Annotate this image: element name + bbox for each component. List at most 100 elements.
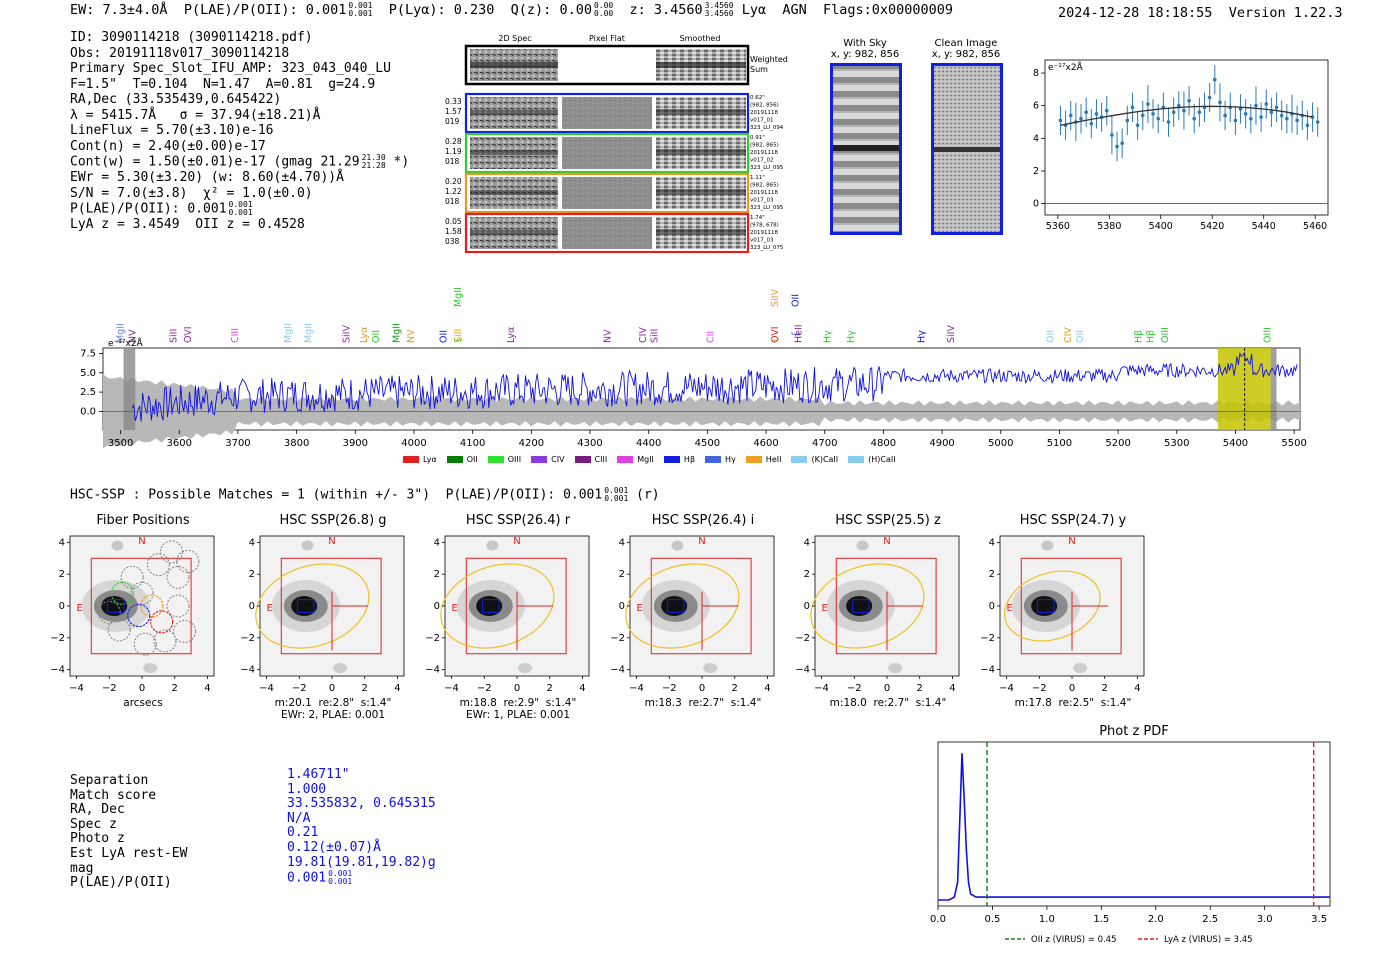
spectral-line-name: SiIV <box>342 325 353 343</box>
legend-swatch <box>531 456 548 463</box>
photz-pdf-curve <box>938 753 1330 901</box>
zoom-data-point <box>1089 121 1094 126</box>
spectrum-x-tick-label: 3600 <box>167 438 192 449</box>
match-value-score: 1.000 <box>287 781 327 797</box>
spectral-line-name: SiII <box>650 329 661 343</box>
hsc-y-tick-label: −2 <box>240 633 255 644</box>
header-timestamp: 2024-12-28 18:18:55 Version 1.22.3 <box>1058 5 1343 21</box>
photz-x-tick-label: 0.5 <box>984 914 1000 925</box>
spectrum-x-tick-label: 3800 <box>284 438 309 449</box>
match-plae-hi: 0.001 <box>328 869 353 879</box>
header-plae: P(LAE)/P(OII): 0.001 <box>183 2 347 18</box>
hsc-galaxy-core <box>846 596 873 616</box>
hsc-panel-caption-2: EWr: 1, PLAE: 0.001 <box>465 709 571 721</box>
spectrum-x-tick-label: 4000 <box>401 438 426 449</box>
hsc-panel-title: HSC SSP(26.4) i <box>651 513 755 528</box>
hsc-x-tick-label: 4 <box>1134 683 1140 694</box>
cutout-row-smoothed-line <box>656 149 746 155</box>
zoom-y-tick-label: 6 <box>1033 101 1039 112</box>
hsc-aperture-box <box>835 557 937 655</box>
cutout-row-right-stat: 20191118 <box>750 150 778 156</box>
zoom-data-point <box>1259 115 1263 119</box>
spectral-line-brace: { <box>771 337 781 343</box>
cutout-row-2dspec-line <box>470 230 558 235</box>
match-value-lyaew: 0.12(±0.07)Å <box>287 839 381 855</box>
header-plya: P(Lyα): 0.230 <box>388 2 495 18</box>
hsc-panel-caption: m:20.1 re:2.8" s:1.4" <box>274 697 392 709</box>
zoom-points <box>1058 64 1320 162</box>
hsc-x-tick-label: 0 <box>139 683 145 694</box>
spectrum-x-tick-label: 4500 <box>695 438 720 449</box>
legend-swatch <box>791 456 808 463</box>
match-value-plae-row: 0.001 0.001 0.001 <box>287 870 436 886</box>
hsc-ellipse-aperture <box>440 563 555 649</box>
spectral-line-name: OIII <box>1263 327 1274 343</box>
spectrum-x-tick-label: 4800 <box>871 438 896 449</box>
with-sky-image <box>830 63 902 235</box>
spectrum-x-tick-label: 5500 <box>1281 438 1306 449</box>
zoom-data-point <box>1187 98 1191 103</box>
legend-item: MgII <box>617 455 654 464</box>
match-plae-lo: 0.001 <box>328 877 353 887</box>
match-value-mag: 19.81(19.81,19.82)g <box>287 854 436 870</box>
hsc-panel: N E −4 −2 0 2 4 4 2 0 −2 −4 <box>980 535 1145 694</box>
spectral-line-brace: { <box>791 331 801 337</box>
hsc-y-tick-label: 4 <box>59 537 65 548</box>
cutout-row-2dspec-line <box>470 110 558 115</box>
info-contw-hi: 21.30 <box>361 153 386 162</box>
legend-label: HeII <box>765 455 782 464</box>
zoom-axes: 5360 5380 5400 5420 5440 5460 0 2 4 6 8 <box>1033 68 1328 232</box>
info-lyaz: LyA z = 3.4549 OII z = 0.4528 <box>70 217 305 232</box>
hsc-fiber-box <box>852 599 870 613</box>
cutout-row-left-stat: 018 <box>445 197 460 206</box>
header-summary: EW: 7.3±4.0Å P(LAE)/P(OII): 0.001 0.001 0.… <box>70 2 953 19</box>
legend-label: CIV <box>551 455 565 464</box>
hsc-ellipse-aperture <box>255 563 370 649</box>
zoom-plot-frame <box>1044 59 1329 216</box>
hsc-panel-title: HSC SSP(26.8) g <box>279 513 387 528</box>
legend-swatch <box>446 456 463 463</box>
cutout-row-right-stat: 20191118 <box>750 190 778 196</box>
hsc-aperture-box <box>280 557 382 655</box>
info-sn: S/N = 7.0(±3.8) χ² = 1.0(±0.0) <box>70 185 313 201</box>
spectral-line-name: OVI <box>183 326 194 343</box>
zoom-data-point <box>1115 144 1119 149</box>
info-contw-lo: 21.28 <box>361 161 386 170</box>
spectral-line-name: SiIV <box>770 289 781 307</box>
zoom-data-point <box>1197 110 1202 115</box>
zoom-data-point <box>1238 107 1243 111</box>
hsc-east-label: E <box>1007 603 1013 614</box>
hsc-panel-title: HSC SSP(25.5) z <box>835 513 941 528</box>
hsc-aperture-box <box>465 557 567 655</box>
cutout-row-right-stat: (982, 865) <box>750 143 779 149</box>
hsc-y-tick-label: −2 <box>50 633 65 644</box>
hsc-galaxy-core <box>291 596 318 616</box>
spectral-line-name: CII <box>705 331 716 343</box>
header-z: z: 3.4560 <box>629 2 703 18</box>
spectral-line-name: NV <box>127 329 138 343</box>
hsc-panel: N E −4 −2 0 2 4 4 2 0 −2 −4 <box>240 535 405 694</box>
hsc-x-tick-label: 4 <box>579 683 585 694</box>
hsc-x-tick-label: −2 <box>1032 683 1047 694</box>
hsc-y-tick-label: 4 <box>804 537 810 548</box>
legend-swatch <box>705 456 722 463</box>
legend-swatch <box>487 456 504 463</box>
photz-frame <box>937 741 1331 907</box>
zoom-data-point <box>1295 118 1299 123</box>
match-label-separation: Separation <box>70 773 149 788</box>
legend-label: Lyα <box>423 455 437 464</box>
spectrum-x-tick-label: 4200 <box>519 438 544 449</box>
spectral-line-name: SiII <box>168 329 179 343</box>
spectral-line-name: OII <box>438 330 449 343</box>
header-date-text: 2024-12-28 18:18:55 <box>1058 5 1213 21</box>
hsc-x-tick-label: −4 <box>629 683 644 694</box>
hsc-x-tick-label: −2 <box>847 683 862 694</box>
hsc-x-tick-label: 4 <box>949 683 955 694</box>
photz-legend-lya: LyA z (VIRUS) = 3.45 <box>1164 935 1253 945</box>
hsc-panel-caption: m:18.3 re:2.7" s:1.4" <box>644 697 762 709</box>
hsc-aperture-box <box>1020 557 1122 655</box>
hsc-x-tick-label: 0 <box>329 683 335 694</box>
hsc-x-tick-label: 0 <box>514 683 520 694</box>
info-contn: Cont(n) = 2.40(±0.00)e-17 <box>70 138 266 154</box>
